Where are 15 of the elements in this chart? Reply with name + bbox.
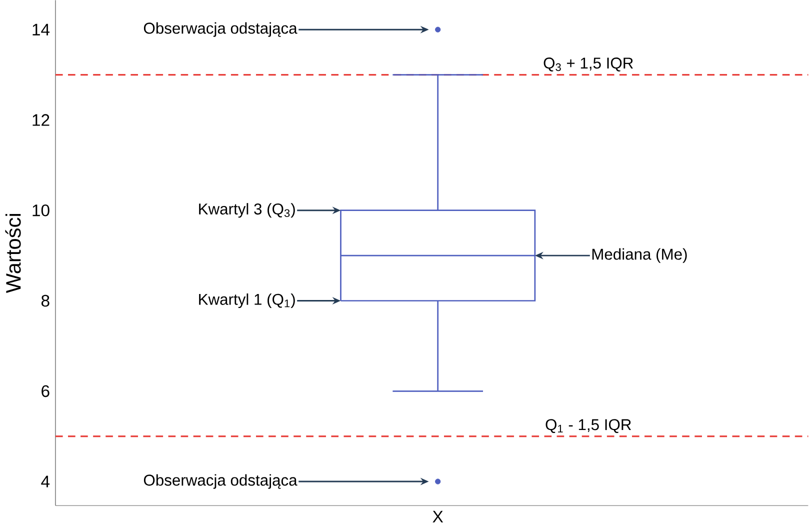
- y-tick-label: 14: [32, 24, 50, 36]
- y-axis-title: Wartości: [5, 214, 21, 294]
- annotation: Obserwacja odstająca: [144, 22, 298, 38]
- y-tick-label: 6: [42, 385, 50, 398]
- y-tick-label: 10: [32, 204, 50, 216]
- y-tick-label: 12: [32, 114, 50, 126]
- ref-line-label: Q$_{1}$ - 1,5 IQR: [546, 419, 631, 434]
- annotation: Obserwacja odstająca: [144, 474, 298, 490]
- y-tick-label: 4: [41, 476, 50, 488]
- ref-line-label: Q$_{3}$ + 1,5 IQR: [544, 58, 633, 72]
- x-tick-label: X: [432, 511, 444, 523]
- y-tick-label: 8: [41, 295, 50, 307]
- annotation: Kwartyl 3 (Q$_{3}$): [199, 203, 295, 218]
- annotation: Kwartyl 1 (Q$_{1}$): [199, 294, 295, 308]
- annotation: Mediana (Me): [592, 248, 687, 264]
